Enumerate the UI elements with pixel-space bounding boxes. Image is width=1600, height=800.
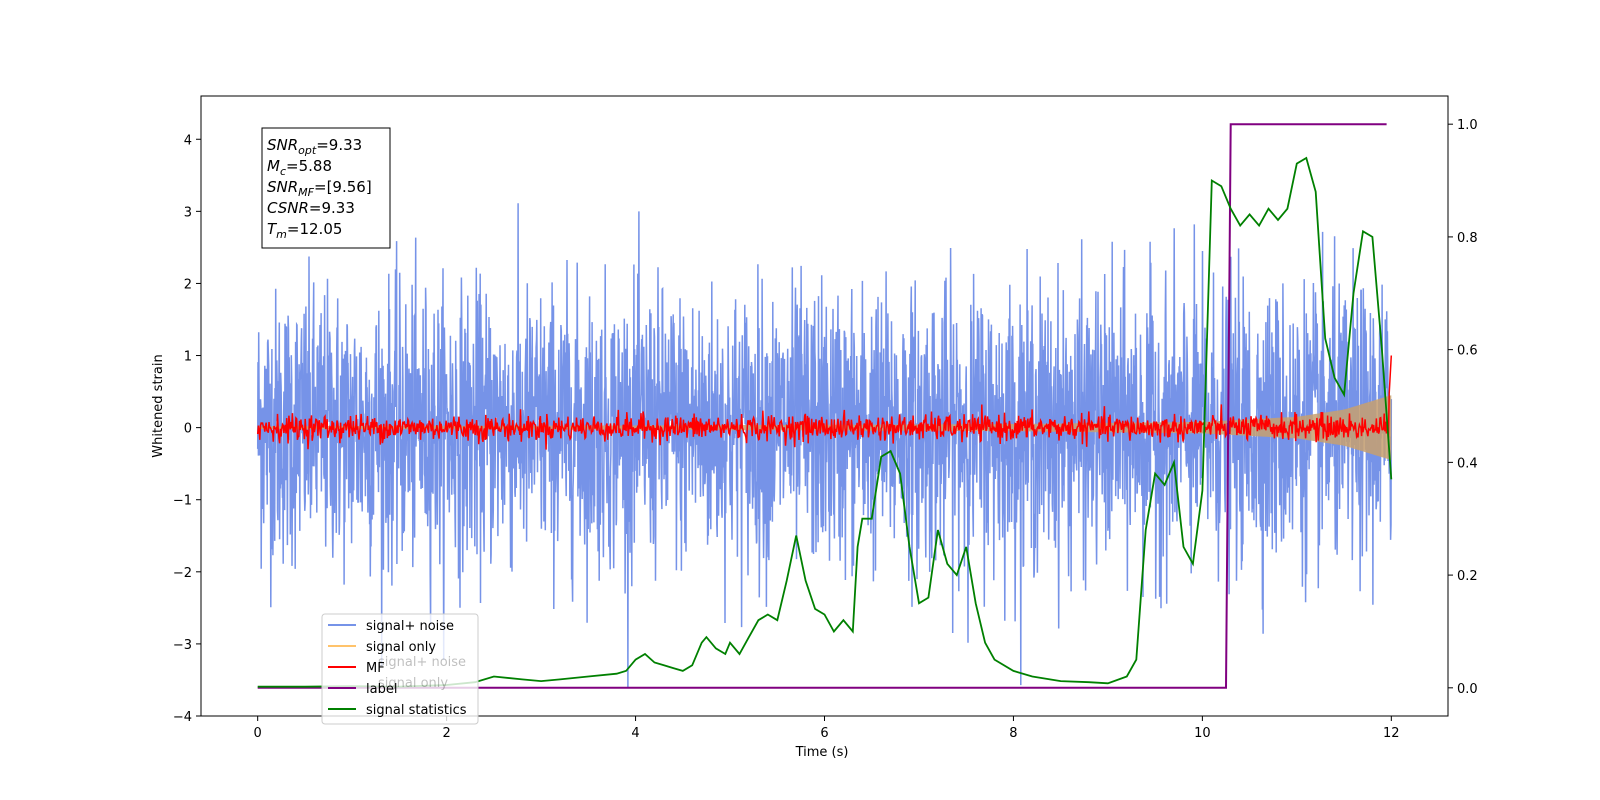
y-tick-label: 0: [184, 422, 192, 437]
x-tick-label: 0: [254, 726, 262, 741]
y2-tick-label: 0.4: [1457, 456, 1478, 471]
y-tick-label: 2: [184, 277, 192, 292]
legend-ghost-label: signal+ noise: [378, 655, 466, 670]
legend-ghost-label: signal only: [378, 676, 448, 691]
series-signal-noise: [256, 203, 1393, 688]
y2-tick-label: 0.8: [1457, 231, 1478, 246]
legend-frame: [321, 613, 479, 725]
y-tick-label: −4: [173, 710, 192, 725]
x-axis-ticks: 0 2 4 6 8 10 12: [254, 716, 1400, 741]
x-tick-label: 6: [820, 726, 828, 741]
x-axis-label: Time (s): [795, 745, 849, 760]
x-tick-label: 10: [1194, 726, 1211, 741]
y-axis-ticks: −4 −3 −2 −1 0 1 2 3 4: [173, 133, 201, 725]
y2-tick-label: 0.0: [1457, 682, 1478, 697]
y2-axis-ticks: 0.0 0.2 0.4 0.6 0.8 1.0: [1448, 118, 1478, 697]
y-tick-label: −1: [173, 494, 192, 509]
y-tick-label: 1: [184, 350, 192, 365]
info-box-frame: [261, 127, 391, 249]
legend-label: signal only: [366, 640, 436, 655]
info-line: SNRMF=[9.56]: [267, 178, 372, 199]
y2-tick-label: 0.6: [1457, 344, 1478, 359]
y2-tick-label: 1.0: [1457, 118, 1478, 133]
x-tick-label: 4: [631, 726, 639, 741]
info-line: Mc=5.88: [267, 157, 332, 178]
y2-tick-label: 0.2: [1457, 569, 1478, 584]
x-tick-label: 8: [1009, 726, 1017, 741]
series-mf: [256, 355, 1393, 450]
info-line: Tm=12.05: [267, 220, 342, 241]
series-signal-statistics: [257, 156, 1393, 688]
y-tick-label: 3: [184, 205, 192, 220]
x-tick-label: 2: [442, 726, 450, 741]
legend-label: MF: [366, 661, 385, 676]
y-axis-label: Whitened strain: [151, 354, 166, 457]
series-layer: [256, 123, 1393, 689]
legend-label: label: [366, 682, 397, 697]
legend-label: signal+ noise: [366, 619, 454, 634]
info-line: CSNR=9.33: [267, 199, 355, 217]
info-line: SNRopt=9.33: [267, 136, 362, 157]
y-tick-label: −3: [173, 638, 192, 653]
x-tick-label: 12: [1383, 726, 1400, 741]
y-tick-label: −2: [173, 566, 192, 581]
series-label: [257, 123, 1387, 689]
y-tick-label: 4: [184, 133, 192, 148]
legend-label: signal statistics: [366, 703, 467, 718]
